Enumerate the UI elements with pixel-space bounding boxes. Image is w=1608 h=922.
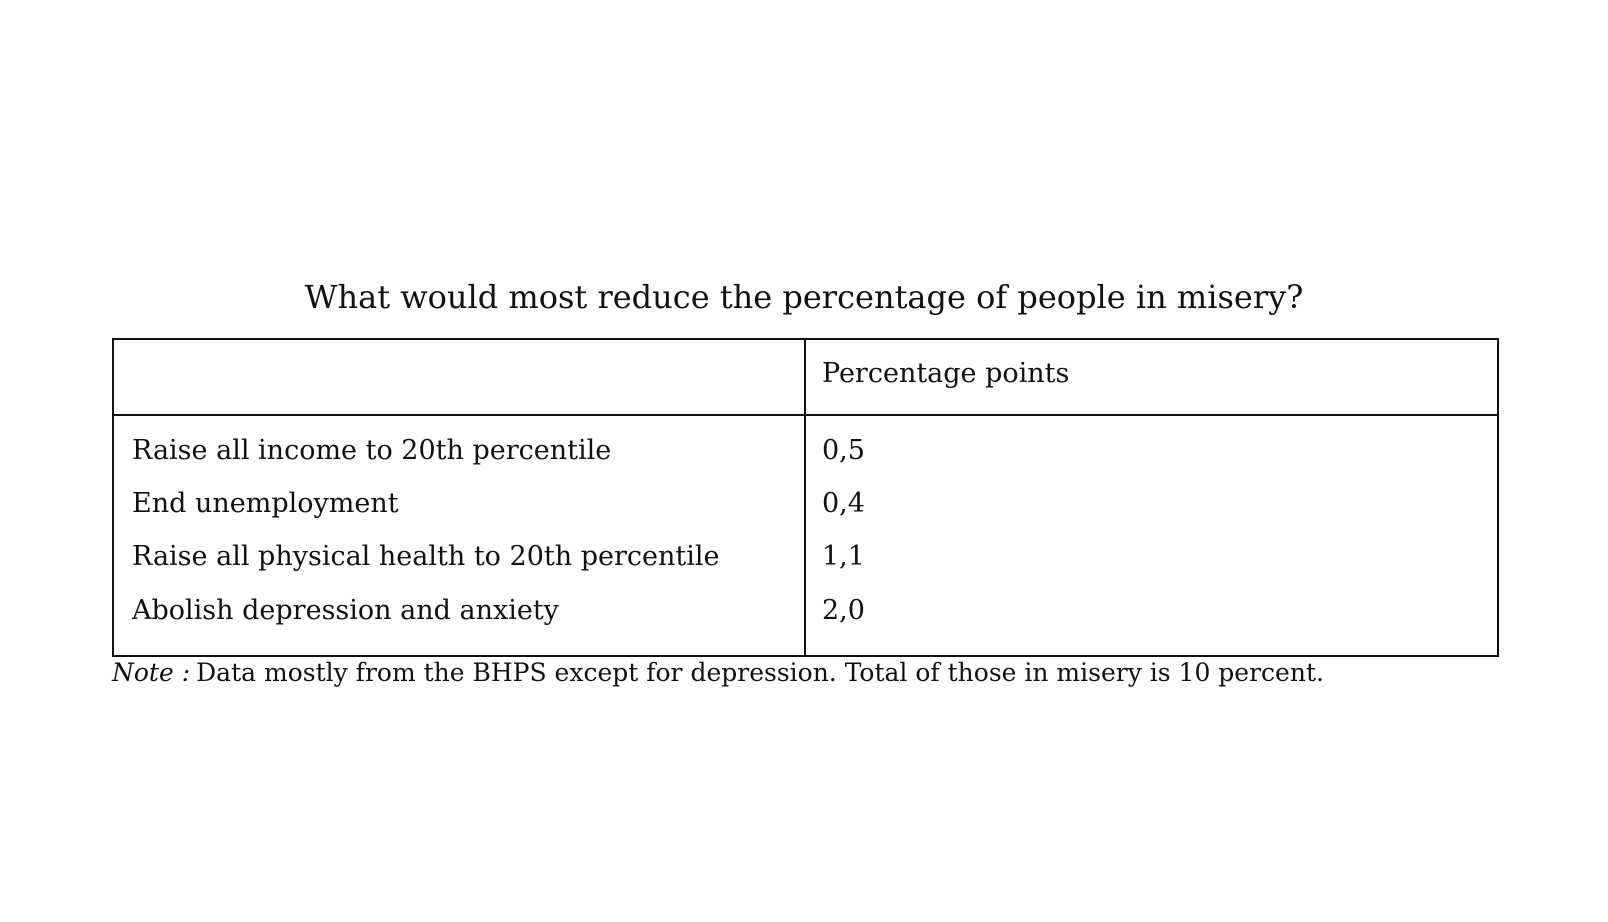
note-text: Data mostly from the BHPS except for dep… bbox=[196, 658, 1324, 687]
cell-value: 2,0 bbox=[822, 595, 865, 626]
row-label: End unemployment bbox=[132, 488, 399, 519]
column-rule bbox=[804, 340, 806, 655]
cell-value: 0,4 bbox=[822, 488, 865, 519]
row-label: Abolish depression and anxiety bbox=[132, 595, 559, 626]
row-label: Raise all physical health to 20th percen… bbox=[132, 541, 720, 572]
note: Note : Data mostly from the BHPS except f… bbox=[112, 658, 1324, 687]
row-label: Raise all income to 20th percentile bbox=[132, 435, 612, 466]
table: Percentage points Raise all income to 20… bbox=[112, 338, 1499, 657]
table-title: What would most reduce the percentage of… bbox=[304, 278, 1304, 316]
cell-value: 1,1 bbox=[822, 541, 865, 572]
note-label: Note : bbox=[112, 658, 191, 687]
column-header: Percentage points bbox=[822, 358, 1070, 389]
cell-value: 0,5 bbox=[822, 435, 865, 466]
